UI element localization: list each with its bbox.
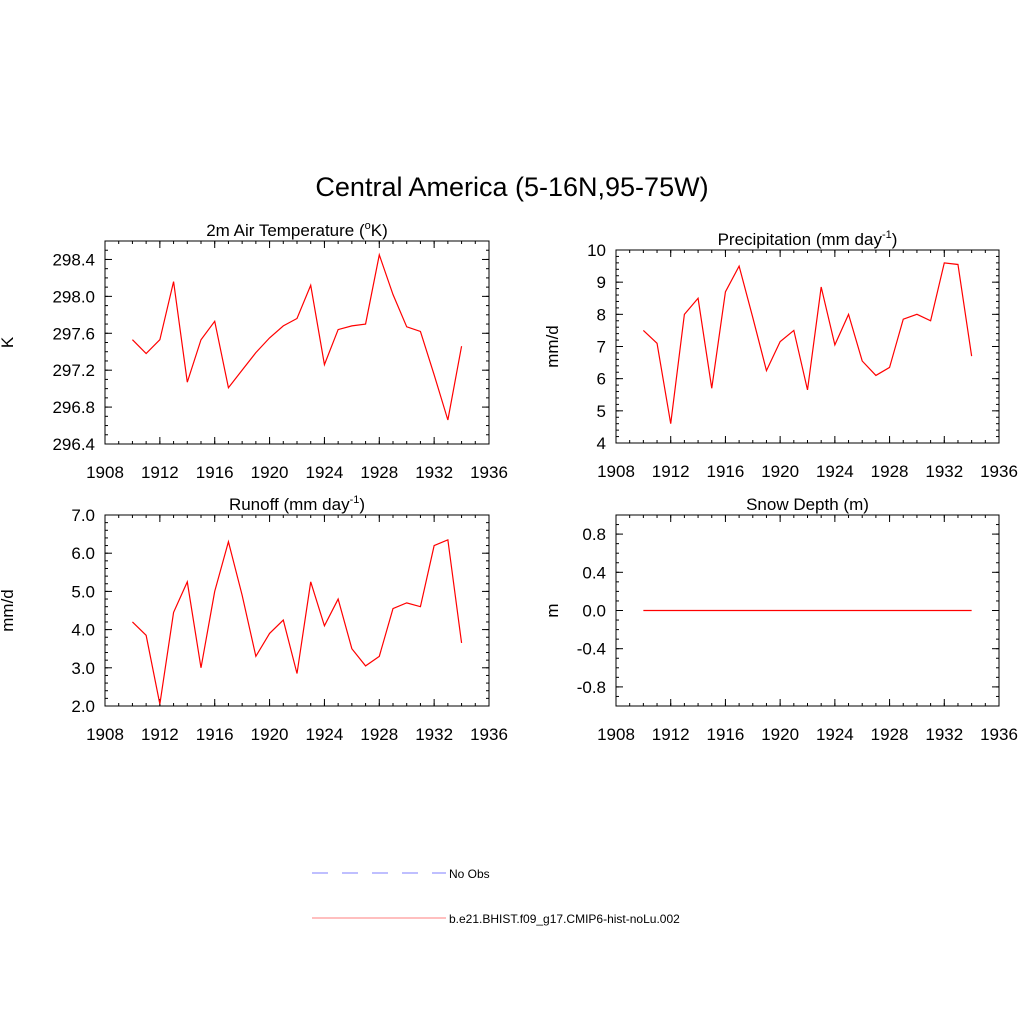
y-tick-label: -0.4: [577, 640, 606, 659]
y-tick-label: 9: [597, 273, 606, 292]
panel-title-superscript: o: [365, 220, 371, 232]
panel-title: Precipitation (mm day-1): [718, 229, 898, 249]
y-tick-label: 6.0: [71, 544, 95, 563]
panel-4: 1908 1912 1916 1920 1924 1928 1932 1936 -0.8 -0.4…: [543, 495, 1018, 744]
legend-item: b.e21.BHIST.f09_g17.CMIP6-hist-noLu.002: [312, 912, 680, 926]
y-axis-label: mm/d: [543, 325, 562, 368]
y-axis-label: m: [543, 603, 562, 617]
x-tick-label: 1932: [925, 462, 963, 481]
y-tick-label: 7.0: [71, 506, 95, 525]
y-tick-label: 4: [597, 434, 606, 453]
y-tick-label: 0.0: [582, 602, 606, 621]
figure-title: Central America (5-16N,95-75W): [315, 172, 708, 202]
y-tick-label: -0.8: [577, 678, 606, 697]
y-tick-label: 10: [587, 241, 606, 260]
legend-label: No Obs: [449, 867, 490, 881]
y-tick-label: 297.6: [52, 324, 95, 343]
x-tick-label: 1908: [597, 725, 635, 744]
y-tick-label: 296.8: [52, 398, 95, 417]
y-tick-label: 297.2: [52, 361, 95, 380]
x-tick-label: 1912: [141, 463, 179, 482]
x-tick-label: 1928: [871, 462, 909, 481]
x-tick-label: 1916: [196, 463, 234, 482]
x-tick-label: 1932: [415, 463, 453, 482]
x-tick-label: 1924: [816, 462, 854, 481]
x-tick-label: 1908: [86, 463, 124, 482]
x-tick-label: 1920: [251, 463, 289, 482]
x-tick-label: 1936: [470, 725, 508, 744]
y-tick-label: 6: [597, 370, 606, 389]
x-tick-label: 1912: [141, 725, 179, 744]
x-tick-label: 1912: [652, 462, 690, 481]
y-tick-label: 2.0: [71, 697, 95, 716]
x-tick-label: 1920: [761, 725, 799, 744]
panel-title-text: ): [892, 230, 898, 249]
x-tick-label: 1916: [707, 462, 745, 481]
panel-title-text: 2m Air Temperature (: [206, 221, 365, 240]
legend-item: No Obs: [312, 867, 490, 881]
panels: 1908 1912 1916 1920 1924 1928 1932 1936 296.4 296…: [0, 220, 1018, 744]
panel-2: 1908 1912 1916 1920 1924 1928 1932 1936 4 5 6 7 8 9 10…: [543, 229, 1018, 481]
panel-title: Snow Depth (m): [746, 495, 869, 514]
y-axis-label: mm/d: [0, 589, 17, 632]
x-tick-label: 1908: [597, 462, 635, 481]
x-tick-label: 1928: [871, 725, 909, 744]
plot-frame: [615, 249, 1000, 444]
y-tick-label: 7: [597, 338, 606, 357]
panel-title: Runoff (mm day-1): [229, 494, 365, 514]
x-tick-label: 1936: [980, 462, 1018, 481]
panel-title-text: K): [371, 221, 388, 240]
y-tick-label: 296.4: [52, 435, 95, 454]
y-tick-label: 5: [597, 402, 606, 421]
y-axis-label: K: [0, 336, 17, 348]
panel-title-superscript: -1: [882, 229, 892, 241]
panel-title-text: ): [359, 495, 365, 514]
panel-title-text: Runoff (mm day: [229, 495, 350, 514]
x-tick-label: 1916: [196, 725, 234, 744]
panel-title-text: Precipitation (mm day: [718, 230, 883, 249]
y-tick-label: 5.0: [71, 582, 95, 601]
legend: No Obs b.e21.BHIST.f09_g17.CMIP6-hist-noL…: [312, 867, 680, 926]
x-tick-label: 1924: [306, 463, 344, 482]
x-tick-label: 1924: [816, 725, 854, 744]
series-line: [642, 262, 973, 424]
panel-title-text: Snow Depth (m): [746, 495, 869, 514]
y-tick-label: 4.0: [71, 621, 95, 640]
x-tick-label: 1920: [251, 725, 289, 744]
series-line: [132, 538, 463, 705]
panel-3: 1908 1912 1916 1920 1924 1928 1932 1936 2.0 3.0 4.…: [0, 494, 508, 744]
y-tick-label: 0.8: [582, 525, 606, 544]
x-tick-label: 1932: [925, 725, 963, 744]
y-tick-label: 298.4: [52, 250, 95, 269]
x-tick-label: 1932: [415, 725, 453, 744]
x-tick-label: 1920: [761, 462, 799, 481]
x-tick-label: 1936: [980, 725, 1018, 744]
y-tick-label: 3.0: [71, 659, 95, 678]
x-tick-label: 1928: [360, 725, 398, 744]
plot-frame: [104, 514, 490, 707]
y-tick-label: 8: [597, 305, 606, 324]
y-tick-label: 298.0: [52, 287, 95, 306]
plot-frame: [104, 240, 490, 445]
x-tick-label: 1908: [86, 725, 124, 744]
series-line: [132, 252, 463, 421]
x-tick-label: 1924: [306, 725, 344, 744]
y-tick-label: 0.4: [582, 563, 606, 582]
panel-1: 1908 1912 1916 1920 1924 1928 1932 1936 296.4 296…: [0, 220, 508, 482]
x-tick-label: 1916: [707, 725, 745, 744]
panel-title: 2m Air Temperature (oK): [206, 220, 388, 240]
panel-title-superscript: -1: [350, 494, 360, 506]
x-tick-label: 1936: [470, 463, 508, 482]
legend-label: b.e21.BHIST.f09_g17.CMIP6-hist-noLu.002: [449, 912, 680, 926]
x-tick-label: 1912: [652, 725, 690, 744]
x-tick-label: 1928: [360, 463, 398, 482]
